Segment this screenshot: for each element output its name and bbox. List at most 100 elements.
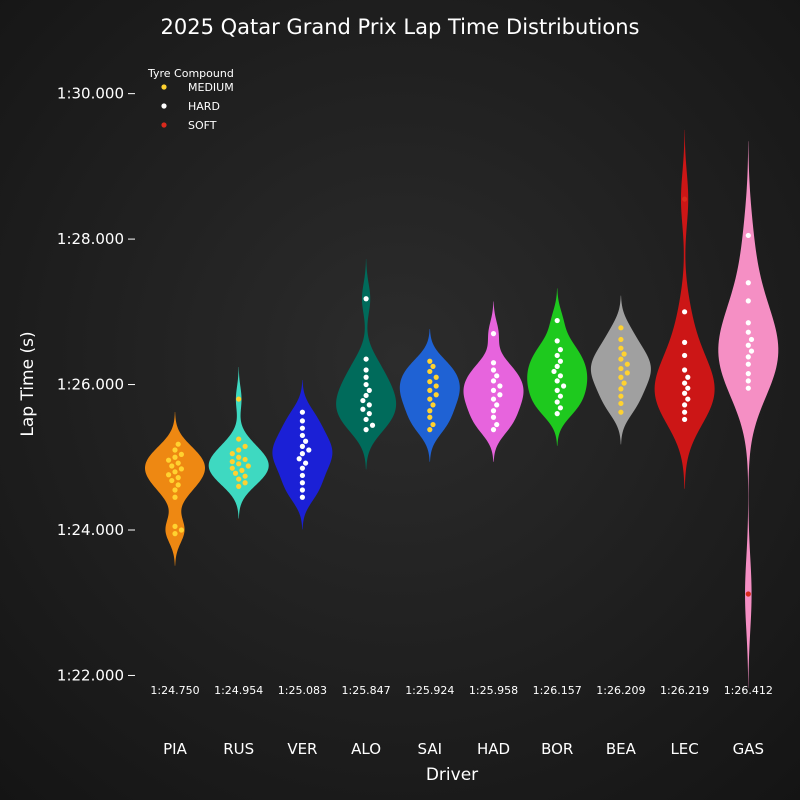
lap-point-had: [494, 421, 500, 428]
lap-point-gas: [745, 385, 751, 391]
median-label-ver: 1:25.083: [278, 684, 327, 697]
median-label-pia: 1:24.750: [150, 684, 199, 697]
legend-items: MEDIUM HARD SOFT: [161, 81, 234, 132]
lap-point-bea: [618, 386, 624, 392]
lap-point-rus: [242, 473, 248, 479]
lap-point-ver: [299, 465, 305, 471]
median-label-bor: 1:26.157: [533, 684, 582, 697]
lap-point-bor: [554, 411, 560, 417]
lap-point-pia: [175, 475, 181, 481]
lap-point-bea: [618, 345, 624, 351]
legend-label-soft: SOFT: [188, 119, 217, 132]
lap-point-sai: [427, 396, 433, 402]
lap-point-pia: [172, 494, 178, 500]
violin-sai: [399, 329, 460, 462]
lap-point-bea: [618, 336, 624, 343]
lap-point-lec: [682, 390, 688, 396]
lap-point-lec: [682, 402, 688, 408]
lap-point-rus: [236, 483, 242, 489]
lap-point-alo: [363, 374, 369, 380]
x-tick-label-had: HAD: [477, 740, 510, 758]
lap-point-pia: [166, 472, 172, 478]
median-label-gas: 1:26.412: [724, 684, 773, 697]
lap-point-alo: [369, 422, 376, 428]
lap-point-gas: [748, 336, 755, 343]
lap-point-ver: [299, 443, 305, 449]
lap-point-pia: [172, 447, 178, 453]
lap-point-bor: [557, 358, 564, 364]
lap-point-rus: [232, 470, 239, 476]
lap-point-lec: [682, 367, 688, 373]
legend-title: Tyre Compound: [147, 67, 234, 80]
x-tick-label-alo: ALO: [351, 740, 381, 758]
lap-point-rus: [245, 463, 251, 469]
lap-point-lec: [682, 196, 688, 202]
lap-point-ver: [299, 480, 305, 486]
legend-marker-medium: [161, 84, 167, 90]
lap-point-pia: [175, 482, 181, 488]
lap-point-rus: [242, 480, 248, 486]
median-labels: 1:24.750 1:24.954 1:25.083 1:25.847 1:25.924…: [150, 684, 773, 697]
lap-point-bor: [554, 378, 560, 384]
median-label-bea: 1:26.209: [596, 684, 645, 697]
median-label-lec: 1:26.219: [660, 684, 709, 697]
lap-point-gas: [745, 591, 751, 597]
lap-point-bea: [618, 374, 624, 380]
lap-point-alo: [366, 411, 372, 417]
lap-point-pia: [172, 454, 178, 460]
lap-point-bor: [561, 383, 567, 389]
lap-point-lec: [682, 416, 688, 423]
lap-point-pia: [178, 466, 184, 472]
lap-point-lec: [682, 339, 688, 345]
y-tick-label: 1:24.000: [57, 521, 124, 539]
median-label-had: 1:25.958: [469, 684, 518, 697]
violin-alo: [336, 259, 397, 470]
lap-point-lec: [682, 380, 688, 386]
lap-point-ver: [299, 451, 305, 457]
lap-point-alo: [363, 427, 369, 433]
lap-point-pia: [172, 531, 178, 537]
lap-point-ver: [299, 409, 305, 415]
lap-point-gas: [745, 320, 751, 326]
median-label-sai: 1:25.924: [405, 684, 454, 697]
lap-point-had: [490, 331, 497, 337]
lap-point-alo: [363, 367, 369, 373]
lap-point-ver: [306, 447, 312, 453]
lap-point-sai: [427, 358, 433, 364]
lap-point-had: [490, 414, 497, 420]
lap-point-bor: [557, 393, 564, 399]
x-tick-label-ver: VER: [287, 740, 317, 758]
lap-point-sai: [433, 383, 439, 389]
lap-point-bor: [554, 317, 560, 324]
lap-point-bea: [618, 325, 624, 331]
lap-point-had: [490, 378, 497, 384]
lap-point-lec: [682, 409, 688, 415]
lap-point-had: [490, 387, 497, 393]
legend-marker-soft: [161, 122, 167, 128]
lap-point-had: [490, 427, 497, 433]
lap-point-ver: [299, 425, 305, 431]
lap-point-rus: [229, 451, 235, 457]
lap-point-ver: [299, 494, 305, 500]
lap-point-bea: [618, 400, 624, 407]
median-label-rus: 1:24.954: [214, 684, 263, 697]
y-axis: 1:22.000 1:24.000 1:26.000 1:28.000 1:30.000: [57, 85, 135, 684]
lap-point-gas: [745, 342, 751, 348]
lap-point-pia: [169, 477, 175, 484]
lap-point-lec: [685, 385, 691, 391]
lap-point-rus: [236, 447, 242, 453]
lap-point-had: [494, 402, 500, 408]
lap-point-had: [490, 367, 497, 373]
lap-point-bea: [621, 351, 627, 357]
lap-point-alo: [363, 381, 369, 388]
x-tick-label-gas: GAS: [733, 740, 764, 758]
lap-point-lec: [682, 352, 688, 359]
lap-point-had: [494, 373, 500, 379]
lap-point-gas: [745, 371, 751, 377]
lap-point-sai: [433, 374, 439, 380]
legend: Tyre Compound MEDIUM HARD SOFT: [147, 67, 234, 132]
chart-title: 2025 Qatar Grand Prix Lap Time Distribut…: [161, 15, 640, 39]
lap-point-pia: [172, 469, 178, 475]
lap-point-rus: [242, 443, 248, 449]
